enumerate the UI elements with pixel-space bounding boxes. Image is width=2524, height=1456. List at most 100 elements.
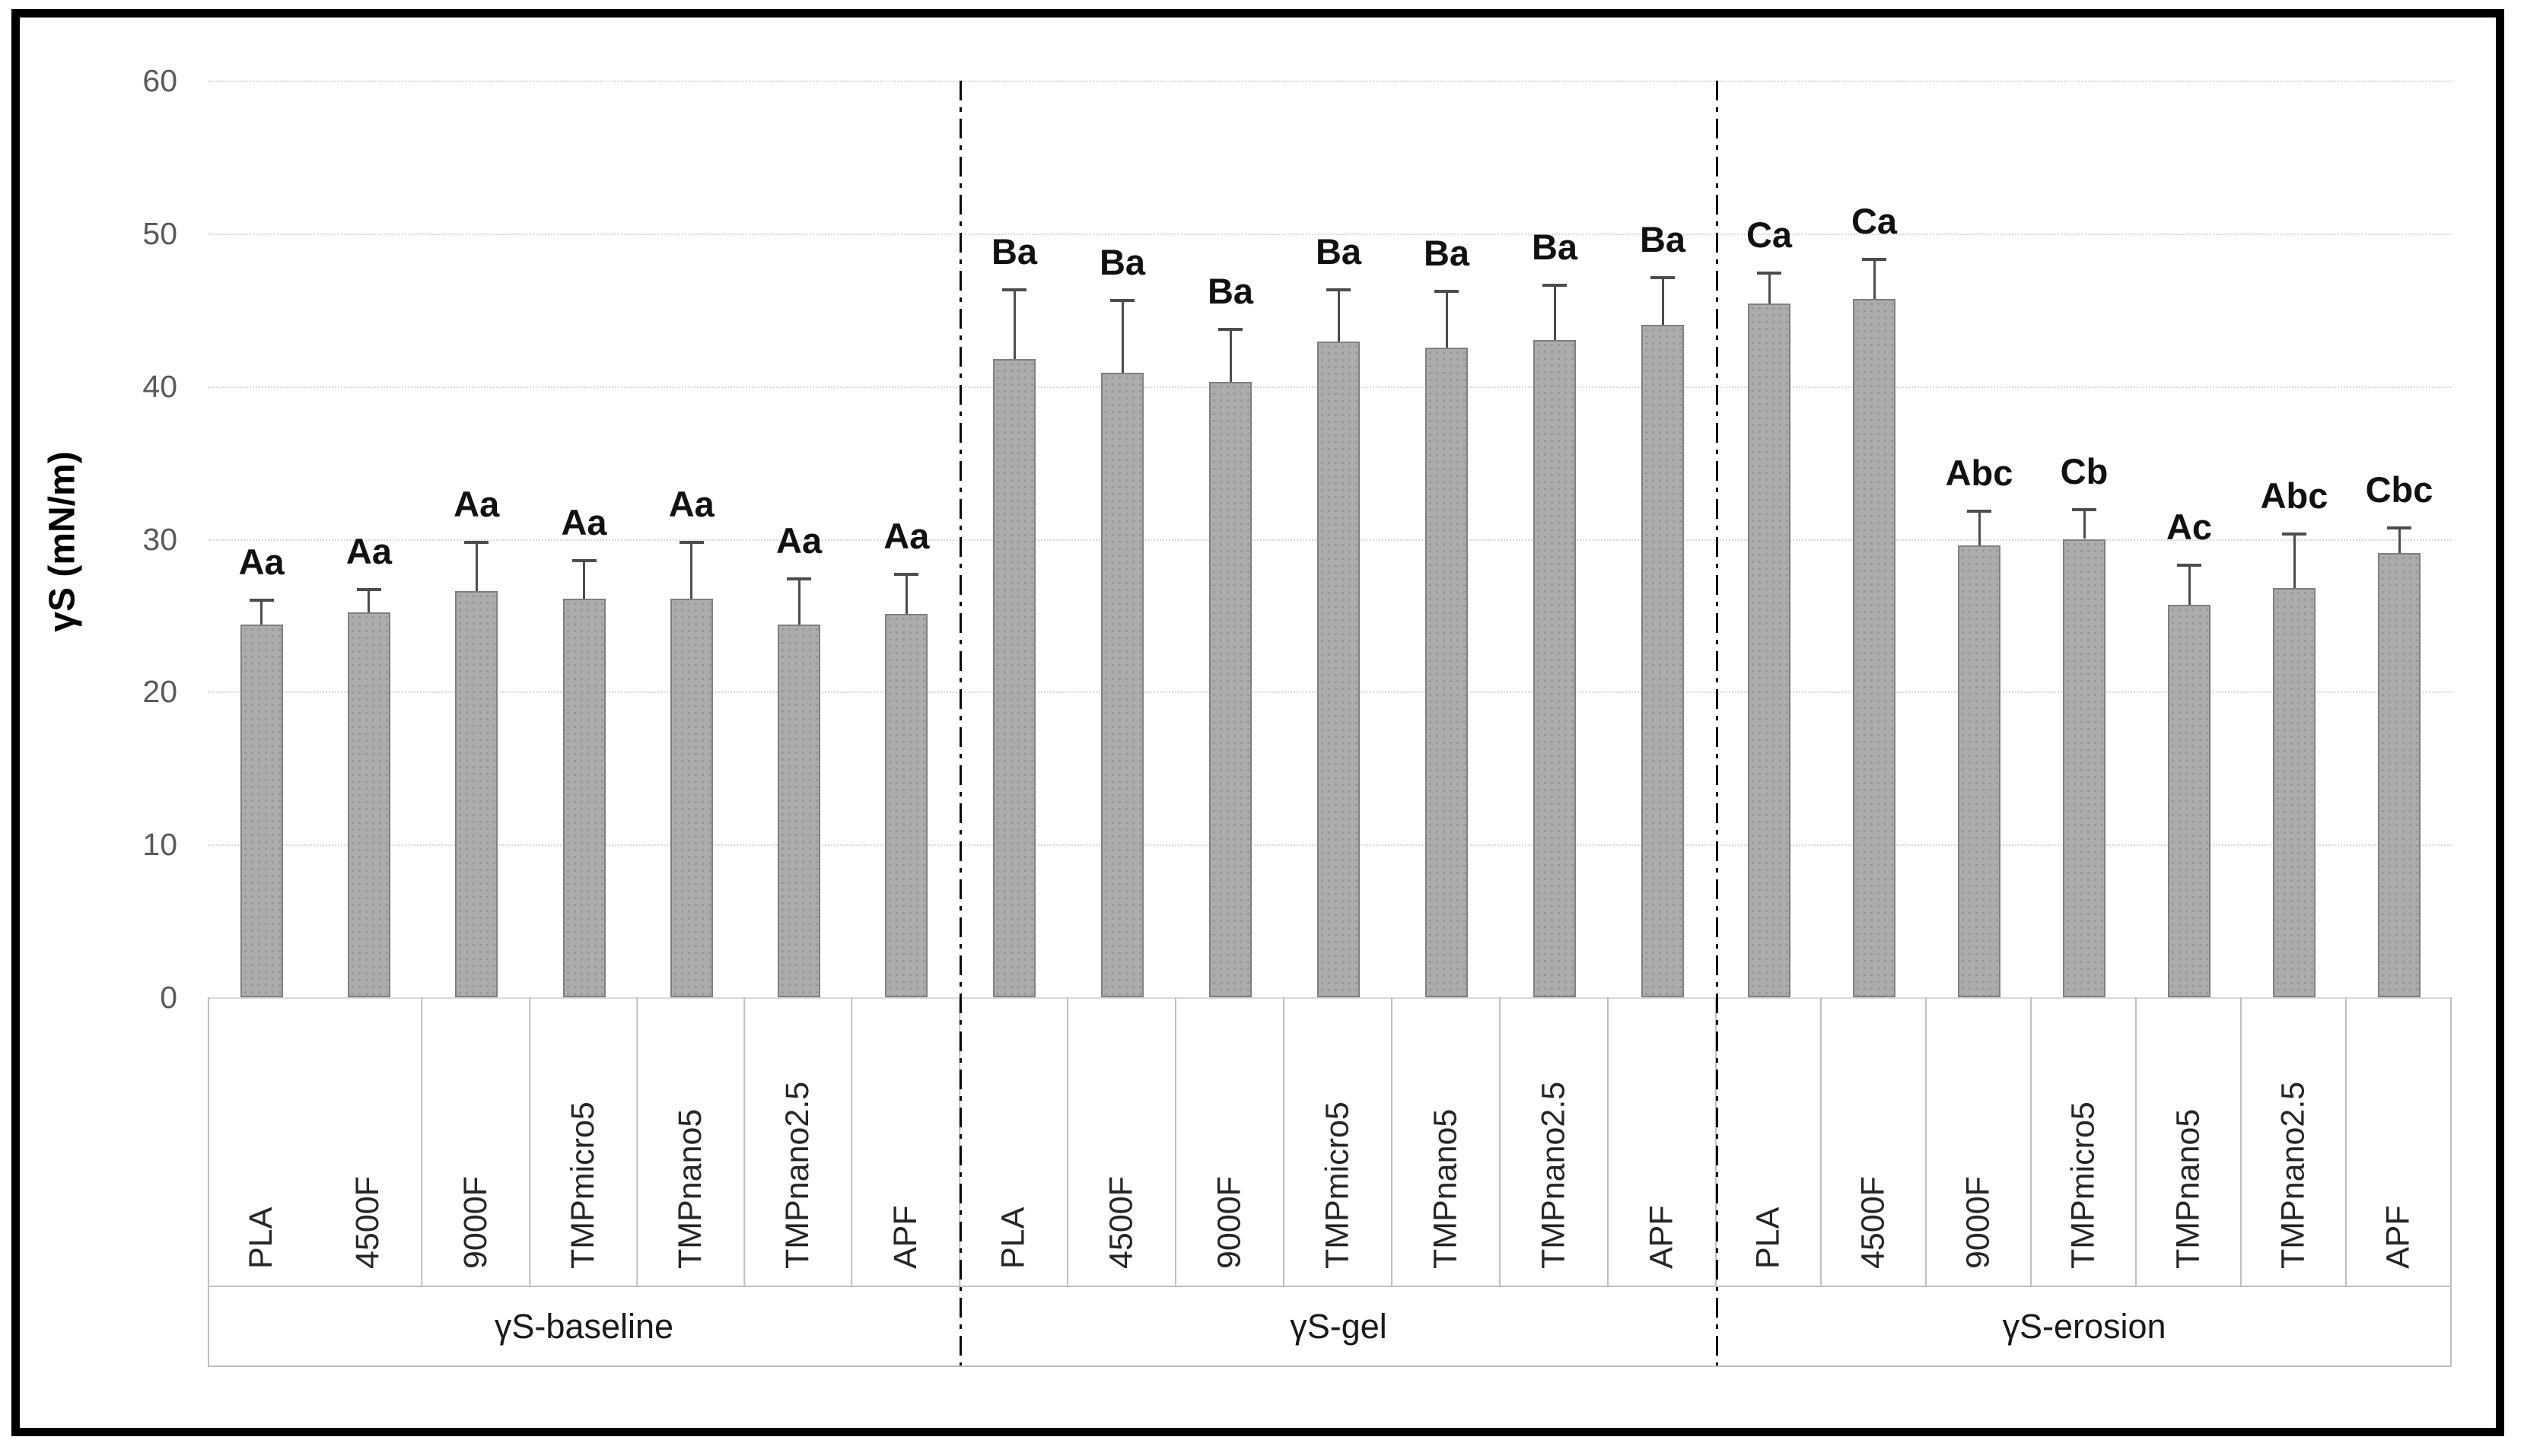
- error-bar-cap: [464, 540, 489, 544]
- bar-γS-erosion-9000F: [1958, 545, 2000, 997]
- significance-label: Ac: [2166, 506, 2213, 547]
- error-bar-cap: [1002, 288, 1026, 292]
- significance-label: Ba: [1423, 233, 1470, 274]
- axis-table-mid-border: [208, 1286, 2452, 1287]
- bar-γS-baseline-TMPnano5: [670, 598, 713, 997]
- error-bar-cap: [1326, 288, 1351, 292]
- error-bar-line: [1229, 328, 1232, 382]
- error-bar-line: [690, 540, 693, 599]
- x-axis-line: [208, 997, 2452, 999]
- error-bar-cap: [2387, 526, 2411, 530]
- bar-γS-erosion-TMPnano2.5: [2273, 587, 2316, 997]
- category-label-4500F: 4500F: [1822, 997, 1927, 1286]
- significance-label: Aa: [345, 530, 392, 571]
- bar-γS-baseline-PLA: [240, 624, 283, 997]
- bar-γS-gel-TMPnano2.5: [1533, 340, 1576, 997]
- category-label-text: APF: [1643, 1205, 1680, 1269]
- error-bar-line: [583, 558, 585, 599]
- significance-label: Ca: [1851, 200, 1898, 241]
- category-label-text: TMPnano2.5: [779, 1081, 816, 1269]
- category-label-text: TMPmicro5: [1319, 1102, 1356, 1269]
- significance-label: Ba: [1639, 219, 1686, 260]
- axis-table-bottom-border: [208, 1365, 2452, 1367]
- bar-γS-baseline-4500F: [347, 612, 390, 997]
- category-label-TMPnano5: TMPnano5: [2137, 997, 2242, 1286]
- error-bar-line: [2398, 526, 2401, 553]
- category-label-text: APF: [2379, 1205, 2417, 1269]
- y-tick-label-20: 20: [142, 674, 177, 710]
- error-bar-cap: [1650, 276, 1675, 280]
- y-tick-label-40: 40: [142, 368, 177, 404]
- group-divider-1: [959, 81, 962, 1367]
- significance-label: Cb: [2060, 451, 2109, 492]
- category-label-text: PLA: [243, 1206, 280, 1269]
- significance-label: Aa: [668, 483, 715, 524]
- significance-label: Ba: [991, 231, 1038, 272]
- significance-label: Ba: [1531, 227, 1578, 268]
- category-label-APF: APF: [1609, 997, 1717, 1286]
- y-tick-label-30: 30: [142, 521, 177, 557]
- error-bar-cap: [787, 577, 812, 580]
- category-label-text: 9000F: [457, 1176, 494, 1269]
- category-label-text: 4500F: [1103, 1176, 1140, 1269]
- error-bar-cap: [1110, 299, 1135, 303]
- bar-γS-gel-PLA: [993, 358, 1036, 997]
- category-label-9000F: 9000F: [422, 997, 530, 1286]
- error-bar-cap: [356, 587, 381, 591]
- category-label-TMPnano2.5: TMPnano2.5: [1501, 997, 1609, 1286]
- significance-label: Aa: [883, 515, 930, 556]
- error-bar-line: [1978, 510, 1981, 545]
- significance-label: Ca: [1746, 215, 1793, 256]
- bar-γS-gel-APF: [1641, 325, 1684, 997]
- category-label-text: PLA: [1749, 1206, 1787, 1269]
- category-label-text: TMPnano2.5: [2274, 1081, 2312, 1269]
- category-label-APF: APF: [852, 997, 960, 1286]
- category-label-text: 9000F: [1211, 1176, 1248, 1269]
- bar-γS-gel-TMPmicro5: [1317, 342, 1360, 997]
- category-label-TMPmicro5: TMPmicro5: [2032, 997, 2137, 1286]
- axis-table-right-border: [2450, 997, 2452, 1367]
- y-tick-label-50: 50: [142, 215, 177, 251]
- category-label-text: TMPnano2.5: [1535, 1081, 1572, 1269]
- group-label-γS-erosion: γS-erosion: [2002, 1306, 2166, 1346]
- bar-γS-erosion-PLA: [1748, 304, 1790, 997]
- y-tick-label-60: 60: [142, 63, 177, 98]
- error-bar-line: [1553, 284, 1556, 341]
- significance-label: Ba: [1099, 242, 1146, 283]
- error-bar-line: [260, 598, 263, 625]
- category-label-text: TMPnano5: [1427, 1108, 1464, 1269]
- bar-γS-baseline-TMPnano2.5: [778, 624, 821, 997]
- significance-label: Aa: [776, 520, 823, 561]
- category-label-PLA: PLA: [208, 997, 315, 1286]
- error-bar-cap: [1862, 257, 1886, 261]
- bar-γS-erosion-TMPmicro5: [2063, 539, 2105, 997]
- gridline-60: [208, 81, 2452, 82]
- category-label-APF: APF: [2347, 997, 2452, 1286]
- error-bar-line: [1661, 276, 1664, 326]
- significance-label: Ba: [1207, 271, 1254, 312]
- bar-γS-gel-TMPnano5: [1425, 348, 1468, 997]
- error-bar-line: [1873, 257, 1876, 300]
- error-bar-cap: [679, 540, 704, 544]
- error-bar-line: [1121, 299, 1124, 373]
- error-bar-cap: [2282, 532, 2306, 536]
- group-label-γS-gel: γS-gel: [1290, 1306, 1387, 1346]
- significance-label: Ba: [1315, 231, 1362, 272]
- bar-γS-erosion-4500F: [1853, 299, 1895, 997]
- category-label-PLA: PLA: [1717, 997, 1822, 1286]
- axis-table-left-border: [208, 997, 209, 1367]
- category-label-TMPmicro5: TMPmicro5: [530, 997, 638, 1286]
- error-bar-cap: [2072, 508, 2096, 512]
- error-bar-cap: [1757, 272, 1781, 275]
- bar-γS-erosion-TMPnano5: [2168, 604, 2210, 997]
- error-bar-cap: [1542, 284, 1567, 288]
- category-label-TMPmicro5: TMPmicro5: [1284, 997, 1392, 1286]
- category-label-text: TMPnano5: [2169, 1108, 2207, 1269]
- error-bar-line: [1768, 272, 1771, 304]
- error-bar-line: [1445, 290, 1448, 348]
- error-bar-cap: [249, 598, 274, 602]
- error-bar-line: [2293, 532, 2296, 588]
- bar-γS-baseline-9000F: [455, 590, 498, 997]
- significance-label: Aa: [454, 483, 500, 524]
- category-label-TMPnano2.5: TMPnano2.5: [2242, 997, 2347, 1286]
